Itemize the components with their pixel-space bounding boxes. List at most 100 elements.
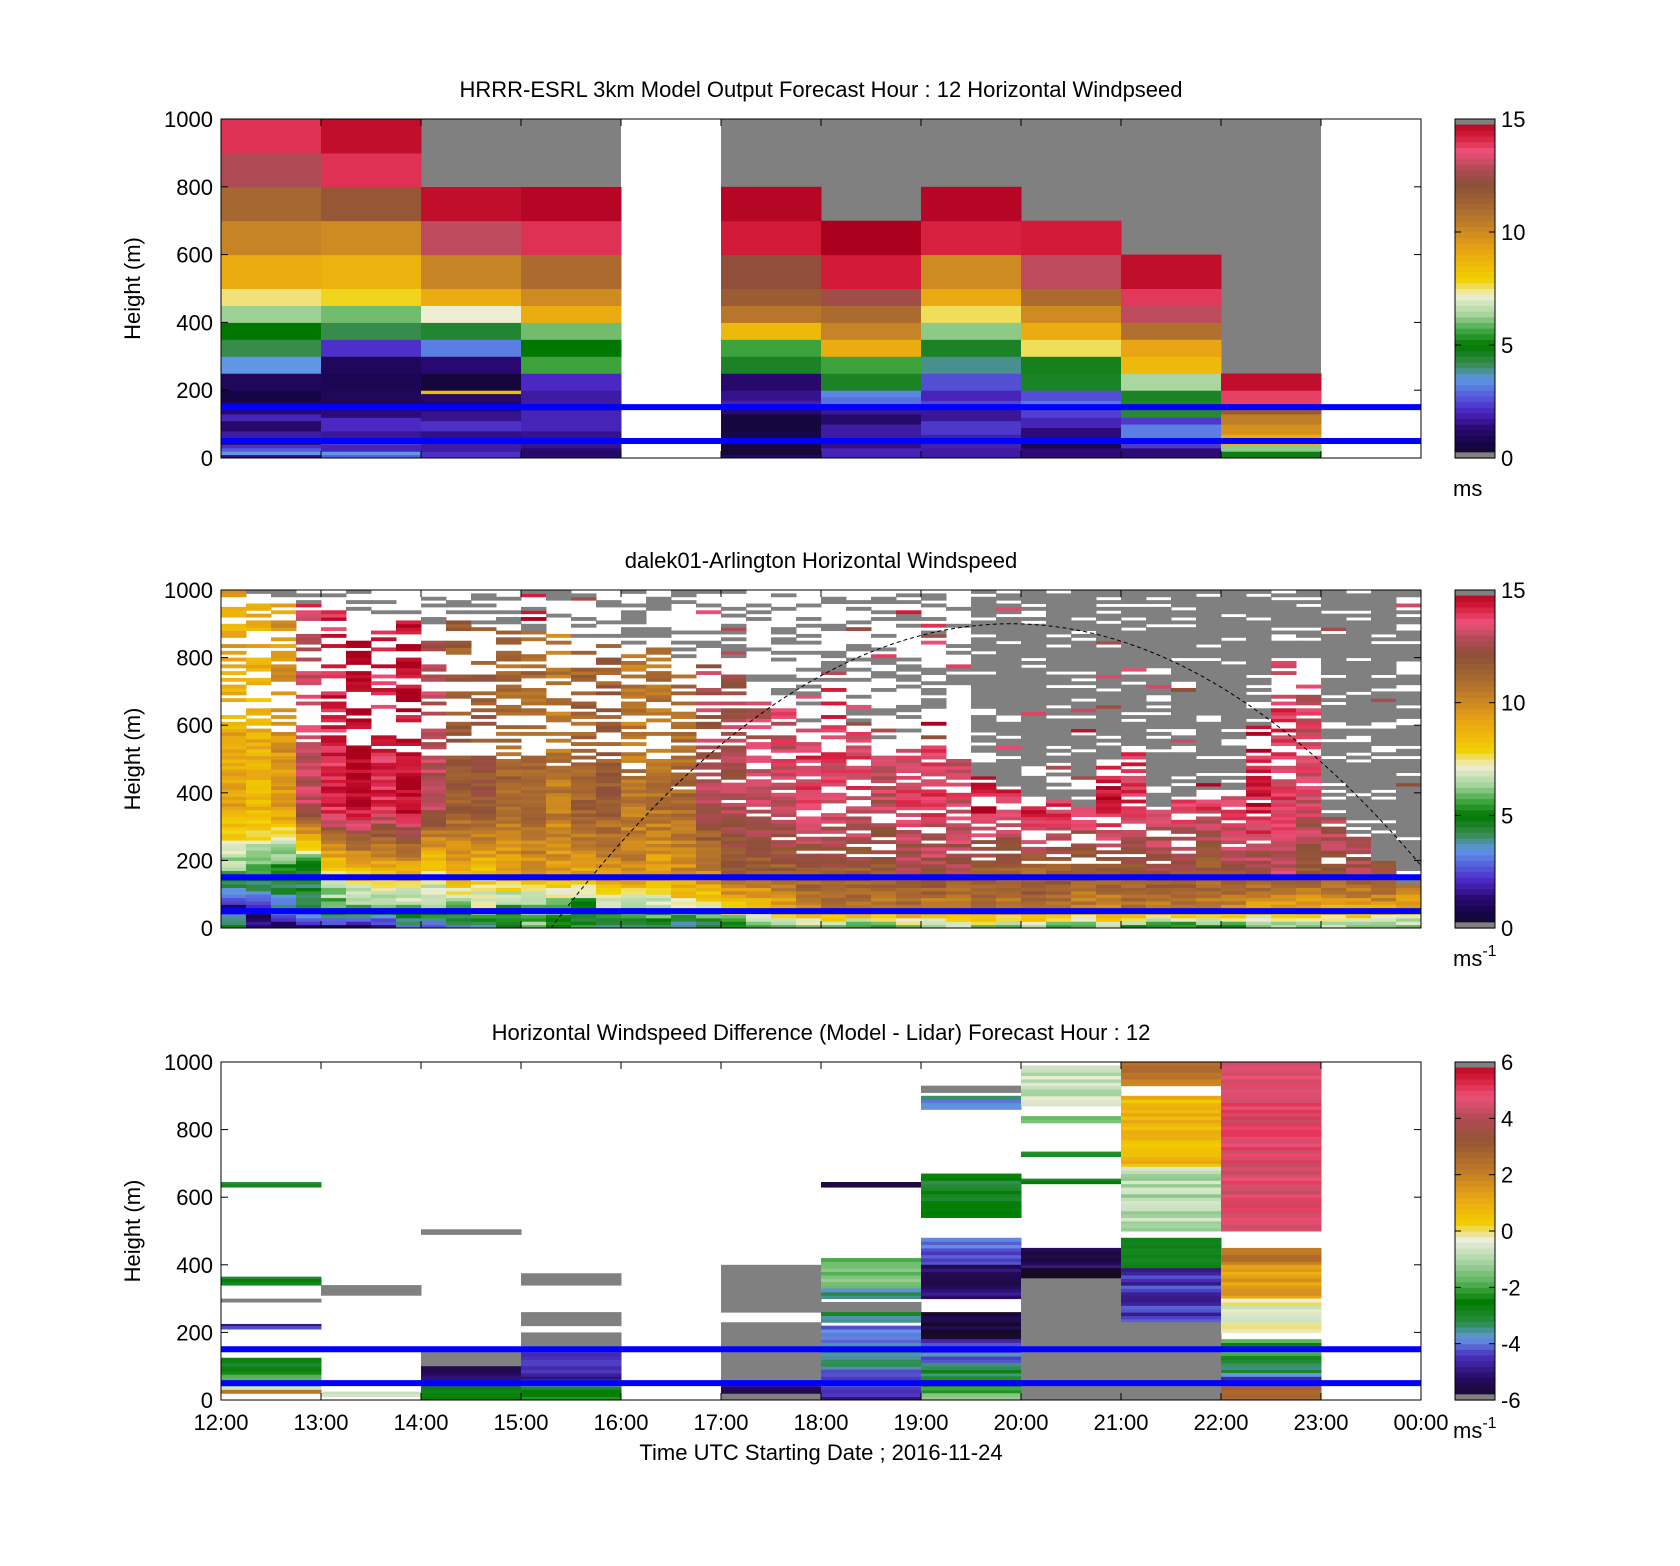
heatmap-cell <box>721 884 747 888</box>
heatmap-cell <box>1371 840 1397 844</box>
heatmap-cell <box>721 674 747 679</box>
heatmap-cell <box>821 664 847 669</box>
heatmap-cell <box>1121 1291 1222 1296</box>
heatmap-cell <box>1221 857 1247 861</box>
heatmap-cell <box>1021 1264 1122 1269</box>
heatmap-cell <box>721 769 747 774</box>
heatmap-cell <box>1321 843 1347 848</box>
heatmap-cell <box>1096 850 1122 855</box>
heatmap-cell <box>1321 633 1347 638</box>
heatmap-cell <box>921 420 1022 435</box>
heatmap-cell <box>1071 738 1097 743</box>
heatmap-cell <box>471 786 497 790</box>
heatmap-cell <box>296 674 322 679</box>
heatmap-cell <box>671 823 697 828</box>
heatmap-cell <box>1121 731 1147 736</box>
heatmap-cell <box>1271 600 1297 605</box>
heatmap-cell <box>1271 887 1297 892</box>
heatmap-cell <box>1146 644 1172 648</box>
heatmap-cell <box>671 735 697 740</box>
heatmap-cell <box>1321 887 1347 892</box>
heatmap-cell <box>571 914 597 919</box>
heatmap-cell <box>346 880 372 885</box>
heatmap-cell <box>396 917 422 922</box>
heatmap-cell <box>1071 789 1097 794</box>
heatmap-cell <box>1071 850 1097 855</box>
heatmap-cell <box>1296 684 1322 689</box>
heatmap-cell <box>246 799 272 804</box>
heatmap-cell <box>1296 701 1322 706</box>
heatmap-cell <box>1121 863 1147 868</box>
heatmap-cell <box>1096 701 1122 706</box>
heatmap-cell <box>1246 715 1272 719</box>
heatmap-cell <box>1171 593 1197 598</box>
heatmap-cell <box>396 860 422 865</box>
heatmap-cell <box>1196 610 1222 615</box>
heatmap-cell <box>821 339 922 357</box>
heatmap-cell <box>921 904 947 909</box>
heatmap-cell <box>371 806 397 811</box>
heatmap-cell <box>971 853 997 858</box>
heatmap-cell <box>296 819 322 824</box>
heatmap-cell <box>421 1389 522 1394</box>
heatmap-cell <box>946 792 972 797</box>
heatmap-cell <box>721 870 747 875</box>
heatmap-cell <box>696 708 722 713</box>
heatmap-cell <box>446 924 472 928</box>
heatmap-cell <box>1021 1102 1122 1107</box>
heatmap-cell <box>296 900 322 905</box>
heatmap-cell <box>521 853 547 858</box>
heatmap-cell <box>896 789 922 794</box>
heatmap-cell <box>1221 765 1247 770</box>
heatmap-cell <box>246 924 272 928</box>
heatmap-cell <box>1146 715 1172 719</box>
heatmap-cell <box>271 796 297 801</box>
heatmap-cell <box>846 921 872 926</box>
heatmap-cell <box>846 809 872 814</box>
heatmap-cell <box>1021 738 1047 743</box>
heatmap-cell <box>421 857 447 861</box>
heatmap-cell <box>1171 890 1197 895</box>
heatmap-cell <box>596 813 622 817</box>
heatmap-cell <box>771 897 797 902</box>
heatmap-cell <box>471 762 497 767</box>
heatmap-cell <box>621 613 647 618</box>
heatmap-cell <box>1021 1274 1122 1279</box>
heatmap-cell <box>321 373 422 391</box>
heatmap-cell <box>346 660 372 665</box>
heatmap-cell <box>1246 755 1272 760</box>
colorbar-segment <box>1455 130 1495 137</box>
heatmap-cell <box>1221 762 1247 767</box>
heatmap-cell <box>971 748 997 753</box>
heatmap-cell <box>321 718 347 723</box>
heatmap-cell <box>221 447 322 452</box>
heatmap-cell <box>371 772 397 777</box>
heatmap-cell <box>271 674 297 679</box>
heatmap-cell <box>1221 752 1247 757</box>
heatmap-cell <box>1221 1153 1322 1158</box>
heatmap-cell <box>971 914 997 919</box>
heatmap-cell <box>871 924 897 928</box>
heatmap-cell <box>821 373 922 391</box>
colorbar-segment <box>1455 646 1495 653</box>
heatmap-cell <box>1321 850 1347 855</box>
heatmap-cell <box>1096 728 1122 733</box>
heatmap-cell <box>946 880 972 885</box>
heatmap-cell <box>846 769 872 774</box>
heatmap-cell <box>271 759 297 763</box>
heatmap-cell <box>421 829 447 834</box>
heatmap-cell <box>271 620 297 625</box>
heatmap-cell <box>1246 860 1272 865</box>
heatmap-cell <box>721 590 747 594</box>
heatmap-cell <box>321 769 347 774</box>
heatmap-cell <box>1321 704 1347 709</box>
heatmap-cell <box>221 725 247 730</box>
heatmap-cell <box>1046 796 1072 801</box>
heatmap-cell <box>1046 782 1072 787</box>
heatmap-cell <box>321 816 347 821</box>
heatmap-cell <box>896 792 922 797</box>
heatmap-cell <box>846 620 872 625</box>
heatmap-cell <box>1346 640 1372 645</box>
heatmap-cell <box>271 772 297 777</box>
heatmap-cell <box>696 884 722 888</box>
